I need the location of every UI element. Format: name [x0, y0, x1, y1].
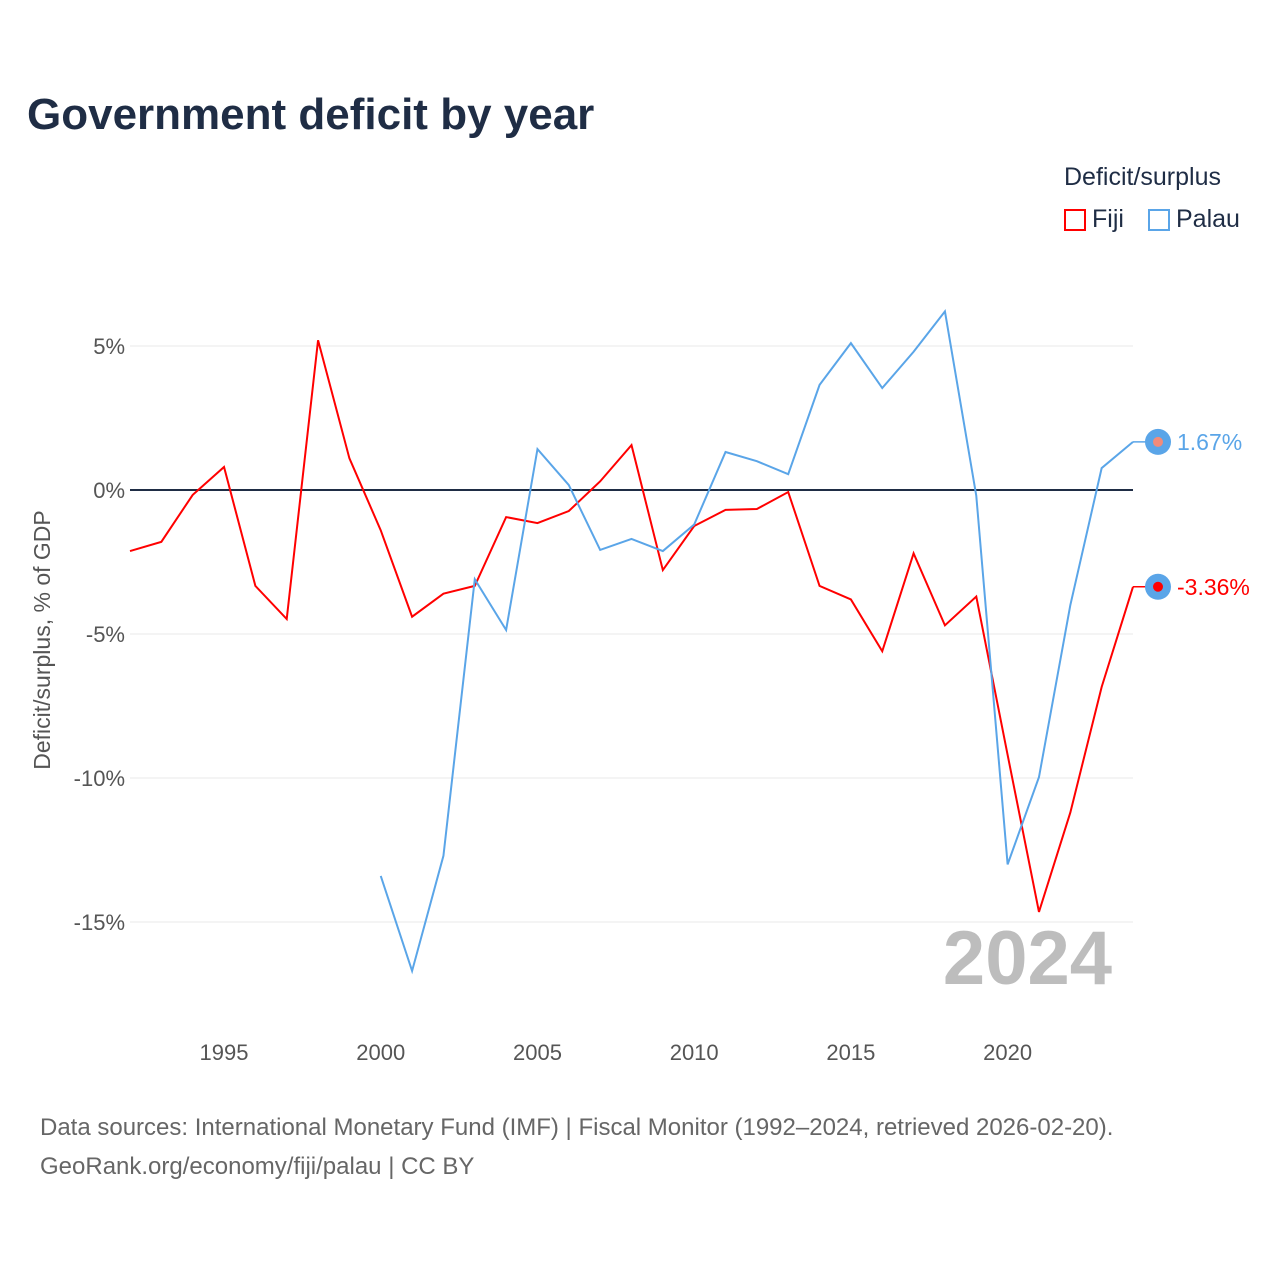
- y-tick-label: 0%: [93, 478, 125, 503]
- legend-swatch-fiji: [1064, 208, 1086, 231]
- source-note: Data sources: International Monetary Fun…: [40, 1108, 1113, 1186]
- legend-title: Deficit/surplus: [1064, 163, 1221, 191]
- source-line-1: Data sources: International Monetary Fun…: [40, 1114, 1114, 1141]
- legend-item-fiji[interactable]: Fiji: [1064, 205, 1124, 234]
- series-line-fiji: [129, 339, 1134, 913]
- end-value-label: -3.36%: [1177, 574, 1250, 600]
- legend-swatch-palau: [1148, 208, 1170, 231]
- y-tick-label: -15%: [74, 910, 125, 935]
- chart-title: Government deficit by year: [27, 90, 595, 139]
- legend-item-palau[interactable]: Palau: [1148, 205, 1240, 234]
- y-tick-label: 5%: [93, 334, 125, 359]
- x-tick-label: 2005: [513, 1040, 562, 1065]
- legend-label: Fiji: [1092, 205, 1124, 233]
- end-value-label: 1.67%: [1177, 429, 1242, 455]
- source-line-2[interactable]: GeoRank.org/economy/fiji/palau | CC BY: [40, 1153, 475, 1180]
- legend-label: Palau: [1176, 205, 1240, 233]
- end-marker-dot: [1153, 581, 1163, 592]
- y-tick-label: -5%: [86, 622, 125, 647]
- y-tick-label: -10%: [74, 766, 125, 791]
- x-tick-label: 2020: [983, 1040, 1032, 1065]
- y-axis-label: Deficit/surplus, % of GDP: [29, 510, 55, 769]
- x-tick-label: 2010: [670, 1040, 719, 1065]
- series-line-palau: [379, 309, 1134, 975]
- year-watermark: 2024: [943, 916, 1112, 1001]
- x-tick-label: 1995: [200, 1040, 249, 1065]
- x-tick-label: 2015: [826, 1040, 875, 1065]
- x-tick-label: 2000: [356, 1040, 405, 1065]
- end-marker-dot: [1153, 436, 1163, 447]
